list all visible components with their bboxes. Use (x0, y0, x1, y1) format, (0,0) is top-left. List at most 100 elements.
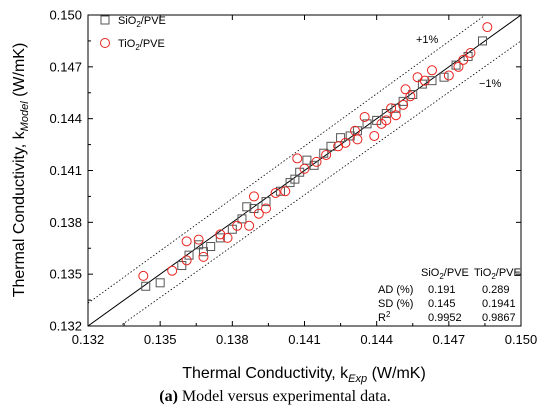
tio2-data-point (321, 149, 332, 160)
tio2-data-point (386, 103, 397, 114)
tio2-data-point (198, 251, 209, 262)
legend: SiO2/PVE TiO2/PVE (100, 15, 166, 52)
sio2-data-point (398, 96, 408, 106)
tio2-data-point (453, 61, 464, 72)
stats-header-tio2: TiO2/PVE (474, 267, 521, 281)
tio2-data-point (270, 187, 281, 198)
y-tick-label: 0.141 (49, 163, 82, 178)
sio2-data-point (451, 60, 461, 70)
sio2-data-point (309, 160, 319, 170)
sio2-data-point (261, 197, 271, 207)
stats-table: SiO2/PVE TiO2/PVE AD (%) 0.191 0.289 SD … (378, 267, 521, 324)
tio2-data-point (400, 84, 411, 95)
tio2-data-point (261, 203, 272, 214)
tio2-data-point (193, 234, 204, 245)
x-tick-label: 0.150 (505, 332, 538, 347)
y-tick-label: 0.147 (49, 59, 82, 74)
x-tick-label: 0.138 (216, 332, 249, 347)
caption-label: (a) (159, 388, 178, 405)
tio2-data-point (311, 156, 322, 167)
parity-line (88, 15, 521, 326)
stats-value: 0.191 (428, 284, 456, 296)
y-tick-label: 0.150 (49, 8, 82, 23)
tio2-data-point (458, 54, 469, 65)
sio2-data-point (206, 242, 216, 252)
y-tick-label: 0.132 (49, 319, 82, 334)
sio2-data-point (290, 174, 300, 184)
plus-one-percent-label: +1% (416, 34, 439, 46)
scatter-chart: 0.132 0.135 0.138 0.141 0.144 0.147 0.150 0.13… (11, 8, 538, 386)
tio2-data-point (405, 91, 416, 102)
y-tick-label: 0.138 (49, 215, 82, 230)
stats-row-label: R2 (378, 310, 391, 324)
tio2-data-point (482, 22, 493, 33)
tio2-data-point (398, 99, 409, 110)
y-tick-label: 0.144 (49, 111, 82, 126)
stats-value: 0.1941 (482, 298, 516, 310)
plus-one-percent-line (88, 15, 486, 304)
tio2-data-point (248, 191, 259, 202)
tio2-data-point (340, 137, 351, 148)
tio2-data-point (359, 111, 370, 122)
sio2-data-point (215, 233, 225, 243)
tio2-data-point (426, 65, 437, 76)
y-tick-label: 0.135 (49, 267, 82, 282)
sio2-data-point (319, 148, 329, 158)
sio2-data-point (336, 133, 346, 143)
tio2-data-point (465, 48, 476, 59)
sio2-data-point (177, 261, 187, 271)
stats-value: 0.145 (428, 298, 456, 310)
data-markers (138, 22, 493, 291)
sio2-data-point (427, 76, 437, 86)
tio2-data-point (181, 255, 192, 266)
sio2-data-point (439, 72, 449, 82)
sio2-data-point (362, 119, 372, 129)
figure-caption: (a) Model versus experimental data. (0, 388, 550, 406)
y-axis-title: Thermal Conductivity, kModel (W/mK) (11, 43, 31, 298)
x-tick-label: 0.135 (144, 332, 177, 347)
tio2-data-point (390, 110, 401, 121)
x-tick-label: 0.141 (288, 332, 321, 347)
x-tick-label: 0.147 (433, 332, 466, 347)
sio2-data-point (184, 250, 194, 260)
reference-lines (88, 15, 521, 326)
legend-marker-sio2 (100, 15, 110, 25)
caption-text: Model versus experimental data. (177, 388, 391, 405)
stats-value: 0.9867 (482, 312, 516, 324)
tio2-data-point (280, 186, 291, 197)
stats-value: 0.9952 (428, 312, 462, 324)
x-tick-label: 0.144 (360, 332, 393, 347)
stats-value: 0.289 (482, 284, 510, 296)
sio2-data-point (408, 89, 418, 99)
tio2-data-point (369, 130, 380, 141)
tio2-data-point (167, 265, 178, 276)
minus-one-percent-line (119, 40, 521, 326)
sio2-data-point (417, 79, 427, 89)
stats-row-label: SD (%) (378, 298, 413, 310)
tio2-data-point (138, 270, 149, 281)
tio2-data-point (299, 163, 310, 174)
sio2-data-point (141, 281, 151, 291)
minus-one-percent-label: −1% (479, 78, 502, 90)
tio2-data-point (419, 75, 430, 86)
sio2-data-point (194, 240, 204, 250)
sio2-data-point (285, 178, 295, 188)
legend-label-tio2: TiO2/PVE (118, 38, 165, 52)
tio2-data-point (381, 115, 392, 126)
legend-label-sio2: SiO2/PVE (118, 15, 166, 29)
y-axis: 0.132 0.135 0.138 0.141 0.144 0.147 0.150 (49, 8, 521, 334)
tio2-data-point (232, 220, 243, 231)
tio2-data-point (181, 236, 192, 247)
sio2-data-point (237, 214, 247, 224)
tio2-data-point (292, 153, 303, 164)
tio2-data-point (244, 220, 255, 231)
x-axis: 0.132 0.135 0.138 0.141 0.144 0.147 0.150 (72, 15, 538, 347)
tio2-data-point (222, 232, 233, 243)
stats-row-label: AD (%) (378, 284, 413, 296)
sio2-data-point (155, 278, 165, 288)
sio2-data-point (478, 36, 488, 46)
sio2-data-point (275, 186, 285, 196)
legend-marker-tio2 (100, 38, 110, 48)
sio2-data-point (302, 155, 312, 165)
sio2-data-point (198, 247, 208, 257)
